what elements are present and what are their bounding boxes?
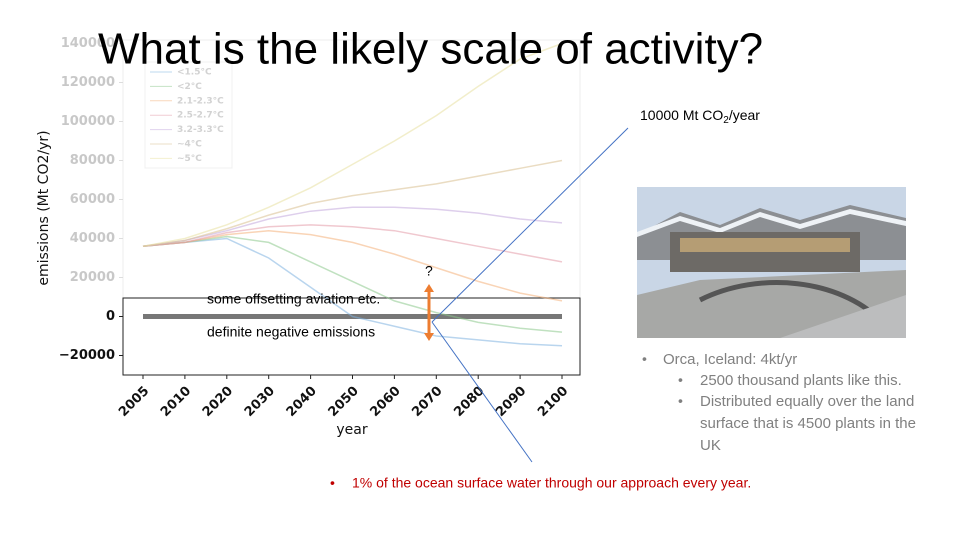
annotation: some offsetting aviation etc. xyxy=(207,291,380,307)
arrow-head xyxy=(424,333,434,341)
series-line xyxy=(142,206,563,248)
y-tick-label: 80000 xyxy=(70,153,115,168)
bullet-dot: • xyxy=(678,393,683,409)
bullet-dot: • xyxy=(678,372,683,388)
slide-title: What is the likely scale of activity? xyxy=(98,25,763,74)
y-tick-label: 100000 xyxy=(61,114,115,129)
y-tick-label: −20000 xyxy=(59,348,115,363)
legend-label: <2°C xyxy=(177,82,202,92)
series-line xyxy=(142,159,563,248)
legend-label: 3.2-3.3°C xyxy=(177,125,224,135)
co2-text: /year xyxy=(729,107,760,123)
bullet-dot: • xyxy=(330,475,335,491)
pipe xyxy=(698,280,882,322)
legend-label: ~5°C xyxy=(177,154,202,164)
double-arrow xyxy=(424,284,434,341)
legend-label: 2.1-2.3°C xyxy=(177,96,224,106)
legend-label: 2.5-2.7°C xyxy=(177,111,224,121)
annotation: ? xyxy=(425,263,433,279)
arrow-head xyxy=(424,284,434,292)
pointer-line xyxy=(431,321,533,463)
roof xyxy=(780,295,906,338)
highlight-box xyxy=(122,297,581,376)
co2-label: 10000 Mt CO2/year xyxy=(640,107,760,126)
sub-bullet: 2500 thousand plants like this. xyxy=(700,372,902,389)
y-tick-label: 60000 xyxy=(70,192,115,207)
bullet-dot: • xyxy=(642,351,647,367)
y-tick-label: 40000 xyxy=(70,231,115,246)
y-tick-label: 0 xyxy=(106,309,115,324)
x-axis-label: year xyxy=(336,422,367,438)
y-tick-label: 140000 xyxy=(61,36,115,51)
y-axis-label: emissions (Mt CO2/yr) xyxy=(36,130,52,285)
ocean-bullet: 1% of the ocean surface water through ou… xyxy=(352,475,751,491)
legend-label: ~4°C xyxy=(177,140,202,150)
snow xyxy=(637,209,906,237)
series-line xyxy=(142,224,563,263)
series-line xyxy=(142,42,563,248)
legend-label: <1.5°C xyxy=(177,68,212,78)
sub-bullet: UK xyxy=(700,437,721,454)
annotation: definite negative emissions xyxy=(207,324,375,340)
sub-bullet: Distributed equally over the land xyxy=(700,393,914,410)
co2-text: 10000 Mt CO xyxy=(640,107,723,123)
bullet: Orca, Iceland: 4kt/yr xyxy=(663,351,797,368)
co2-subscript: 2 xyxy=(723,115,729,126)
pointer-line xyxy=(431,127,629,323)
y-tick-label: 120000 xyxy=(61,75,115,90)
sub-bullet: surface that is 4500 plants in the xyxy=(700,415,916,432)
y-tick-label: 20000 xyxy=(70,270,115,285)
series-line xyxy=(142,237,563,347)
series-line xyxy=(142,229,563,302)
photo xyxy=(637,187,906,338)
plant-units xyxy=(680,238,850,252)
series-line xyxy=(142,235,563,333)
